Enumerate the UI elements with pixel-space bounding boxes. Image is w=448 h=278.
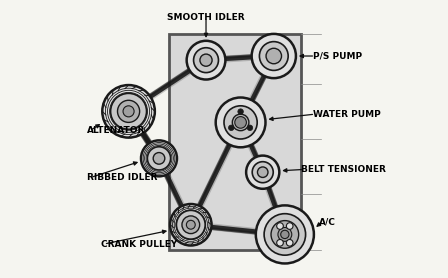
Circle shape	[182, 216, 200, 234]
Circle shape	[187, 41, 225, 80]
Circle shape	[286, 239, 293, 246]
Text: SMOOTH IDLER: SMOOTH IDLER	[167, 13, 245, 22]
Text: ALTENATOR: ALTENATOR	[87, 126, 146, 135]
Circle shape	[259, 42, 288, 70]
Circle shape	[271, 221, 299, 248]
Circle shape	[264, 214, 306, 255]
Text: CRANK PULLEY: CRANK PULLEY	[101, 240, 177, 249]
Circle shape	[102, 85, 155, 138]
Circle shape	[258, 167, 268, 177]
Circle shape	[278, 227, 292, 241]
Circle shape	[111, 93, 146, 129]
Circle shape	[277, 223, 283, 229]
Circle shape	[117, 100, 140, 122]
Circle shape	[141, 140, 177, 176]
Circle shape	[186, 220, 195, 229]
Circle shape	[286, 223, 293, 229]
Text: WATER PUMP: WATER PUMP	[313, 110, 380, 119]
Circle shape	[247, 125, 253, 131]
Circle shape	[153, 153, 165, 164]
Circle shape	[277, 239, 283, 246]
Circle shape	[252, 34, 296, 78]
Circle shape	[233, 114, 249, 131]
Bar	[169, 34, 302, 250]
Circle shape	[281, 230, 289, 239]
Circle shape	[246, 156, 279, 189]
Circle shape	[266, 48, 281, 64]
Circle shape	[194, 48, 219, 73]
Circle shape	[224, 106, 257, 139]
Text: P/S PUMP: P/S PUMP	[313, 51, 362, 61]
Circle shape	[238, 109, 243, 114]
Circle shape	[170, 204, 211, 245]
Circle shape	[235, 116, 246, 128]
Circle shape	[177, 210, 205, 239]
Circle shape	[256, 205, 314, 264]
Text: RIBBED IDLER: RIBBED IDLER	[87, 173, 157, 182]
Circle shape	[123, 106, 134, 117]
Text: BELT TENSIONER: BELT TENSIONER	[302, 165, 386, 174]
Circle shape	[228, 125, 234, 131]
Text: A/C: A/C	[319, 217, 336, 227]
Circle shape	[200, 54, 212, 66]
Circle shape	[252, 162, 273, 183]
Circle shape	[215, 98, 266, 147]
Circle shape	[147, 147, 171, 170]
